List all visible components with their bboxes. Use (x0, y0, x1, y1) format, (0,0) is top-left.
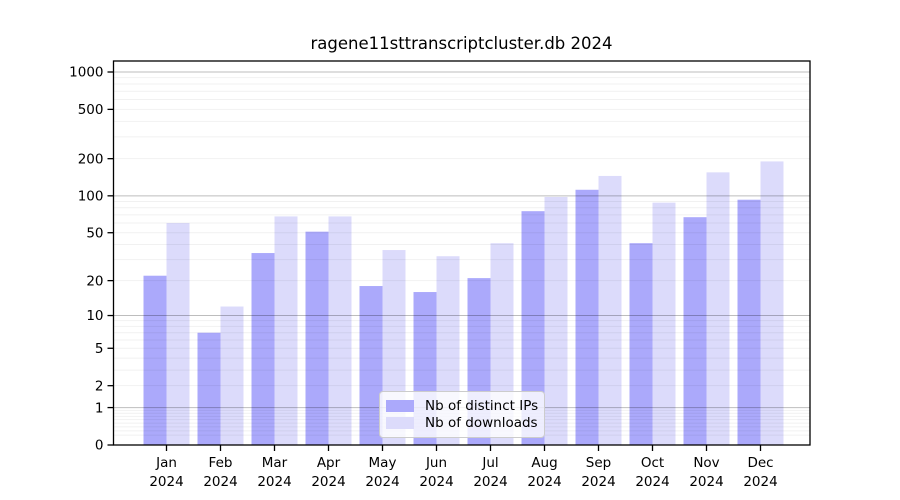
bar-downloads-jan (166, 223, 190, 445)
y-tick-label: 1000 (69, 65, 103, 81)
x-tick-label-month: Feb (209, 455, 233, 471)
x-tick-label-year: 2024 (743, 474, 777, 490)
x-tick-label-month: Jul (481, 455, 498, 471)
x-tick-label-year: 2024 (473, 474, 507, 490)
x-tick-label-month: Apr (317, 455, 341, 471)
y-tick-label: 2 (95, 378, 104, 394)
bar-downloads-mar (274, 216, 298, 445)
x-tick-label-month: Oct (641, 455, 664, 471)
legend-swatch-downloads-icon (386, 417, 414, 429)
x-tick-label-month: Dec (747, 455, 773, 471)
legend: Nb of distinct IPs Nb of downloads (379, 391, 545, 438)
legend-label-downloads: Nb of downloads (425, 415, 538, 431)
x-tick-label-year: 2024 (311, 474, 345, 490)
bar-distinct-ips-nov (683, 217, 707, 445)
x-tick-label-year: 2024 (257, 474, 291, 490)
bar-downloads-oct (652, 202, 676, 445)
x-tick-label-year: 2024 (635, 474, 669, 490)
x-tick-label-month: Nov (693, 455, 719, 471)
y-tick-label: 50 (86, 225, 103, 241)
bar-distinct-ips-jan (143, 275, 167, 445)
bar-distinct-ips-sep (575, 189, 599, 445)
x-tick-label-month: Mar (262, 455, 288, 471)
bar-downloads-dec (760, 161, 784, 445)
y-tick-label: 500 (78, 102, 104, 118)
y-tick-label: 5 (95, 341, 104, 357)
x-tick-label-year: 2024 (419, 474, 453, 490)
y-tick-label: 0 (95, 438, 104, 454)
x-tick-label-month: May (369, 455, 397, 471)
bar-distinct-ips-may (359, 286, 383, 445)
legend-swatch-distinct-ips-icon (386, 400, 414, 412)
bar-distinct-ips-apr (305, 231, 329, 445)
x-tick-label-year: 2024 (689, 474, 723, 490)
x-tick-label-year: 2024 (149, 474, 183, 490)
bar-distinct-ips-oct (629, 243, 653, 445)
bar-downloads-sep (598, 175, 622, 445)
chart-title: ragene11sttranscriptcluster.db 2024 (310, 34, 613, 53)
legend-label-distinct-ips: Nb of distinct IPs (425, 398, 539, 414)
bar-downloads-feb (220, 306, 244, 445)
x-tick-label-month: Aug (531, 455, 557, 471)
bar-downloads-apr (328, 216, 352, 445)
bar-distinct-ips-aug (521, 211, 545, 445)
y-tick-label: 1 (95, 400, 104, 416)
plot-border (112, 60, 811, 446)
bar-distinct-ips-feb (197, 332, 221, 445)
bar-downloads-nov (706, 172, 730, 445)
legend-item-distinct-ips: Nb of distinct IPs (386, 398, 539, 414)
y-tick-label: 200 (78, 151, 104, 167)
x-tick-label-month: Jun (425, 455, 447, 471)
x-tick-label-month: Jan (155, 455, 177, 471)
x-tick-label-year: 2024 (581, 474, 615, 490)
bar-distinct-ips-mar (251, 253, 275, 445)
bar-distinct-ips-dec (737, 199, 761, 445)
x-tick-label-year: 2024 (365, 474, 399, 490)
bar-downloads-aug (544, 196, 568, 445)
y-tick-label: 100 (78, 189, 104, 205)
y-tick-label: 20 (86, 273, 103, 289)
x-tick-label-month: Sep (586, 455, 611, 471)
x-tick-label-year: 2024 (527, 474, 561, 490)
x-tick-label-year: 2024 (203, 474, 237, 490)
y-tick-label: 10 (86, 308, 103, 324)
legend-item-downloads: Nb of downloads (386, 415, 538, 431)
